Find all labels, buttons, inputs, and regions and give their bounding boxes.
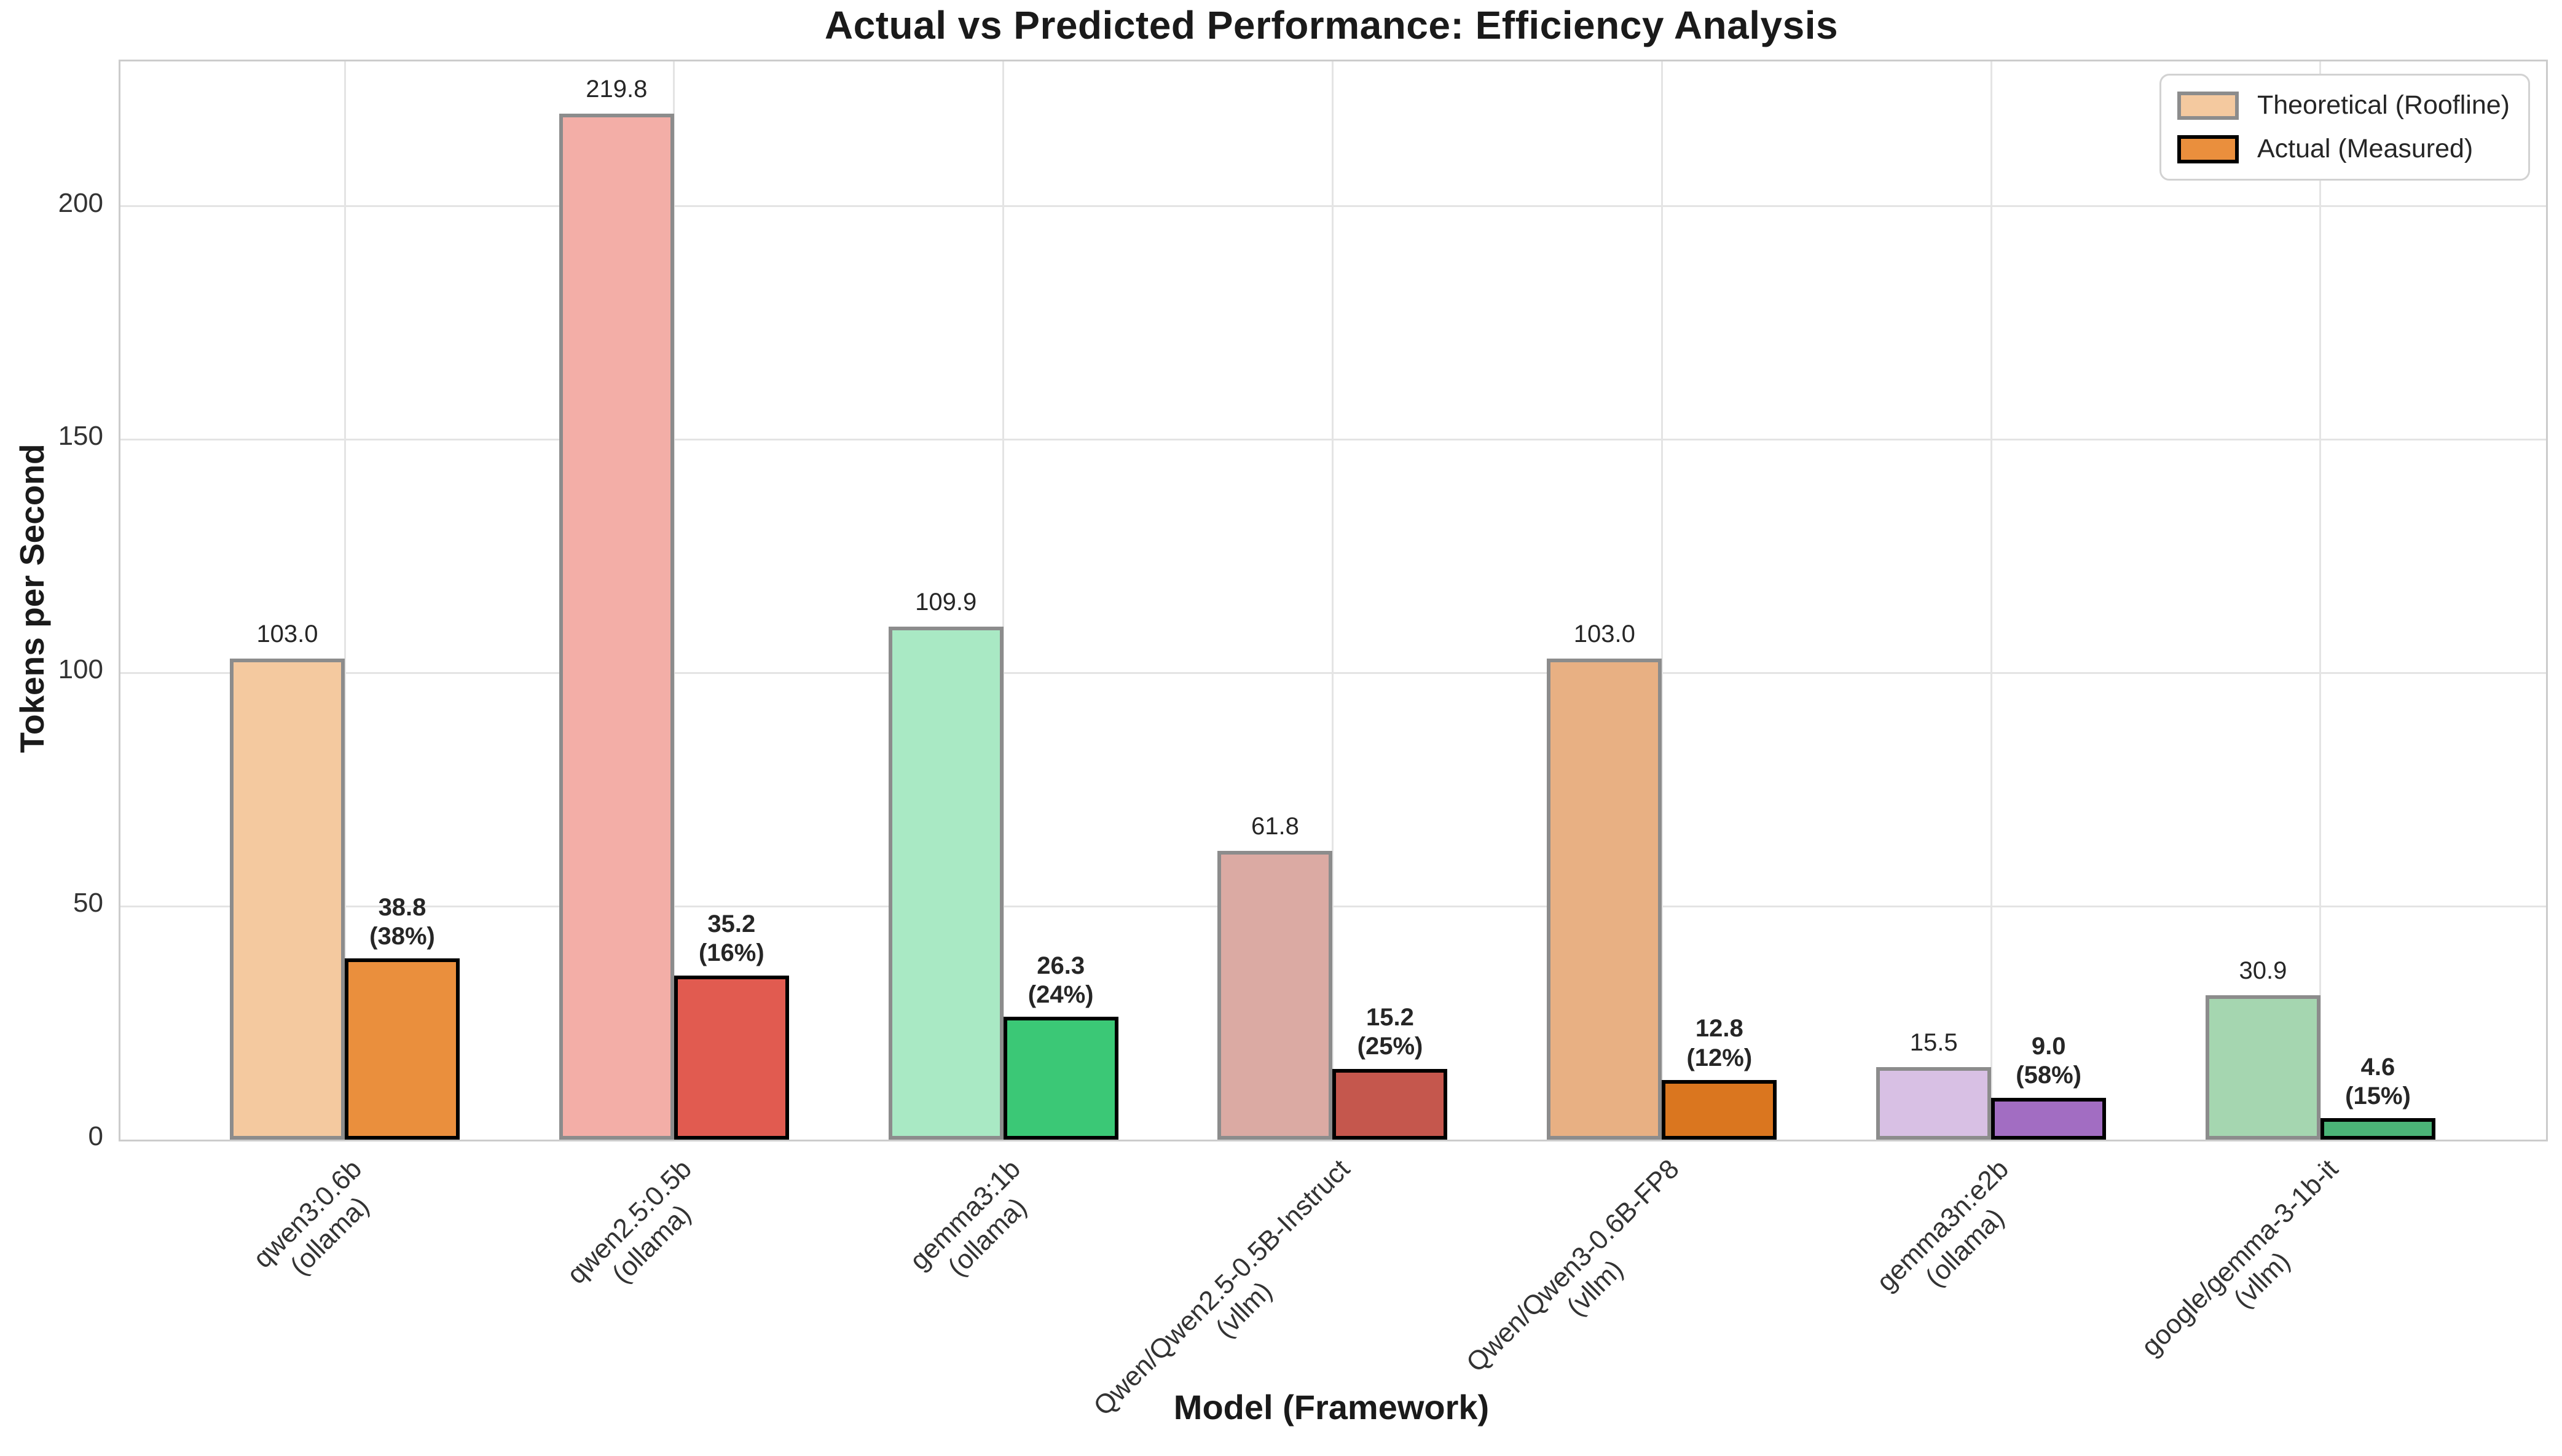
bar-theoretical — [2205, 995, 2320, 1140]
y-tick-label: 150 — [58, 421, 103, 452]
bar-theoretical — [888, 627, 1004, 1140]
x-gridline — [344, 61, 346, 1140]
y-tick-label: 100 — [58, 654, 103, 685]
bar-value-actual: 4.6 (15%) — [2345, 1053, 2411, 1110]
bar-theoretical — [230, 659, 345, 1140]
legend-item-actual: Actual (Measured) — [2177, 134, 2510, 164]
y-tick-label: 0 — [88, 1121, 103, 1151]
legend-label-actual: Actual (Measured) — [2257, 134, 2474, 163]
bar-value-theoretical: 103.0 — [256, 620, 318, 648]
plot-area: 103.0 38.8 (38%) 219.8 35.2 (16%) 109.9 26.3 (24… — [119, 60, 2548, 1141]
bar-value-theoretical: 15.5 — [1909, 1029, 1958, 1057]
bar-theoretical — [1547, 659, 1662, 1140]
bar-actual — [1662, 1079, 1777, 1140]
legend-swatch-actual — [2177, 135, 2239, 163]
bar-actual — [1991, 1097, 2107, 1140]
x-gridline — [1660, 61, 1663, 1140]
legend: Theoretical (Roofline) Actual (Measured) — [2159, 74, 2530, 181]
x-gridline — [1990, 61, 1992, 1140]
x-tick-label: gemma3n:e2b (ollama) — [1871, 1154, 2014, 1297]
x-gridline — [2319, 61, 2322, 1140]
x-gridline — [1331, 61, 1334, 1140]
bar-value-actual: 12.8 (12%) — [1686, 1015, 1753, 1071]
x-tick-label: gemma3:1b (ollama) — [904, 1154, 1033, 1282]
bar-value-actual: 15.2 (25%) — [1357, 1004, 1423, 1060]
legend-swatch-theoretical — [2177, 91, 2239, 120]
bar-theoretical — [1876, 1067, 1992, 1140]
y-axis-label: Tokens per Second — [13, 444, 51, 753]
chart-title: Actual vs Predicted Performance: Efficie… — [824, 3, 1839, 47]
bar-value-actual: 38.8 (38%) — [369, 893, 435, 950]
bar-value-actual: 9.0 (58%) — [2016, 1033, 2081, 1089]
x-axis-label: Model (Framework) — [1173, 1388, 1490, 1427]
legend-item-theoretical: Theoretical (Roofline) — [2177, 90, 2510, 120]
x-tick-label: Qwen/Qwen3-0.6B-FP8 (vllm) — [1461, 1154, 1685, 1378]
bar-value-actual: 26.3 (24%) — [1028, 952, 1094, 1009]
x-tick-label: qwen2.5:0.5b (ollama) — [560, 1154, 697, 1290]
x-tick-label: qwen3:0.6b (ollama) — [248, 1154, 375, 1282]
y-tick-label: 50 — [73, 888, 103, 918]
x-gridline — [673, 61, 675, 1140]
bar-actual — [1332, 1068, 1448, 1140]
bar-theoretical — [1217, 851, 1333, 1140]
bar-value-theoretical: 103.0 — [1573, 620, 1635, 648]
bar-actual — [674, 975, 789, 1140]
bar-value-theoretical: 109.9 — [915, 588, 977, 616]
x-gridline — [1002, 61, 1005, 1140]
legend-label-theoretical: Theoretical (Roofline) — [2257, 90, 2510, 120]
bar-value-theoretical: 30.9 — [2239, 957, 2287, 985]
bar-actual — [1003, 1017, 1118, 1140]
bar-theoretical — [559, 114, 674, 1140]
bar-actual — [345, 958, 460, 1140]
bar-actual — [2320, 1118, 2435, 1140]
bar-value-actual: 35.2 (16%) — [698, 910, 764, 967]
bar-value-theoretical: 61.8 — [1251, 813, 1299, 840]
bar-value-theoretical: 219.8 — [586, 75, 648, 103]
y-tick-label: 200 — [58, 187, 103, 218]
x-tick-label: google/gemma-3-1b-it (vllm) — [2135, 1154, 2344, 1363]
